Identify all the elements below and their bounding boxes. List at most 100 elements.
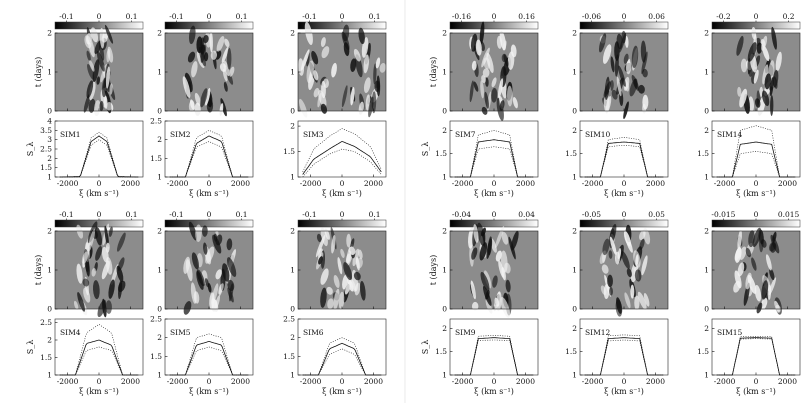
streak	[481, 47, 490, 68]
profile-y-tick-label: 1	[290, 173, 295, 182]
streak	[503, 54, 509, 67]
streak	[320, 103, 328, 114]
profile-x-tick-label: 0	[207, 377, 212, 386]
time-tick-label: 1	[290, 68, 295, 77]
streak	[621, 30, 626, 44]
streak	[618, 65, 626, 87]
streak	[484, 91, 489, 109]
streak	[184, 72, 193, 93]
colorbar-tick-label: -0.2	[716, 12, 731, 21]
profile-y-tick-label: 2.5	[40, 145, 52, 154]
streak	[222, 68, 228, 82]
streak	[625, 36, 629, 48]
streak	[745, 247, 752, 258]
colorbar	[449, 21, 539, 30]
streak	[94, 40, 102, 55]
envelope-line	[302, 337, 382, 376]
streak	[215, 269, 222, 280]
mean-profile-line	[584, 141, 664, 178]
streak	[105, 242, 110, 253]
streak	[313, 87, 320, 98]
envelope-line	[454, 339, 534, 376]
trailed-spectrum-image	[165, 221, 253, 315]
streak	[512, 97, 518, 109]
colorbar	[164, 219, 254, 228]
streak	[95, 227, 103, 246]
streak	[77, 292, 85, 312]
streak	[473, 81, 479, 92]
streak	[473, 224, 479, 243]
streak	[756, 302, 763, 314]
streak	[511, 230, 519, 251]
profile-x-tick-label: -2000	[452, 179, 474, 188]
colorbar-tick-label: 0	[492, 210, 497, 219]
profile-x-tick-label: 0	[97, 377, 102, 386]
profile-y-tick-label: 1.5	[150, 352, 162, 361]
profile-y-axis-label: S_λ	[26, 340, 35, 355]
streak	[496, 291, 502, 312]
colorbar-tick-label: 0	[622, 12, 627, 21]
streak	[373, 63, 377, 85]
image-background	[580, 231, 668, 309]
streak	[769, 268, 775, 281]
streak	[107, 46, 114, 63]
streak	[105, 300, 112, 314]
envelope-line	[59, 131, 139, 178]
time-tick-label: 0	[47, 305, 52, 314]
streak	[205, 246, 215, 264]
profile-x-tick-label: 2000	[778, 179, 797, 188]
time-tick-label: 0	[442, 107, 447, 116]
profile-x-tick-label: 2000	[121, 377, 140, 386]
velocity-axis-label: ξ (km s⁻¹)	[189, 189, 229, 198]
streak	[318, 256, 324, 265]
streak	[492, 275, 498, 288]
streak	[304, 21, 313, 45]
envelope-line	[454, 129, 534, 178]
streak	[770, 234, 780, 254]
simulation-label: SIM15	[717, 328, 743, 337]
streak	[229, 66, 235, 77]
streak	[634, 269, 642, 282]
time-tick-label: 2	[442, 227, 447, 236]
streak	[350, 87, 355, 106]
time-tick-label: 1	[442, 266, 447, 275]
streak	[752, 227, 762, 248]
trailed-spectrum-image	[55, 24, 143, 117]
profile-y-tick-label: 2	[47, 154, 52, 163]
time-tick-label: 1	[572, 266, 577, 275]
colorbar-tick-label: -0.05	[582, 210, 601, 219]
profile-y-tick-label: 1.5	[40, 163, 52, 172]
streak	[641, 255, 648, 276]
profile-x-tick-label: -2000	[300, 377, 322, 386]
profile-y-tick-label: 2	[157, 135, 162, 144]
time-tick-label: 0	[47, 107, 52, 116]
streak	[86, 80, 94, 99]
time-axis-label: t (days)	[429, 255, 438, 286]
streak	[315, 235, 326, 258]
streak	[501, 231, 509, 245]
profile-y-tick-label: 2	[442, 324, 447, 333]
trailed-spectrum-image	[165, 25, 253, 117]
streak	[116, 265, 124, 282]
streak	[191, 61, 198, 78]
colorbar-tick-label: 0	[207, 12, 212, 21]
streak	[96, 50, 105, 72]
profile-y-tick-label: 1.5	[697, 149, 709, 158]
streak	[76, 263, 83, 284]
time-tick-label: 2	[704, 29, 709, 38]
profile-y-tick-label: 2.5	[150, 315, 162, 324]
streak	[475, 39, 482, 56]
streak	[317, 92, 322, 108]
streak	[91, 267, 97, 277]
profile-y-tick-label: 1	[704, 173, 709, 182]
streak	[196, 36, 203, 54]
streak	[480, 271, 490, 291]
streak	[202, 34, 209, 44]
